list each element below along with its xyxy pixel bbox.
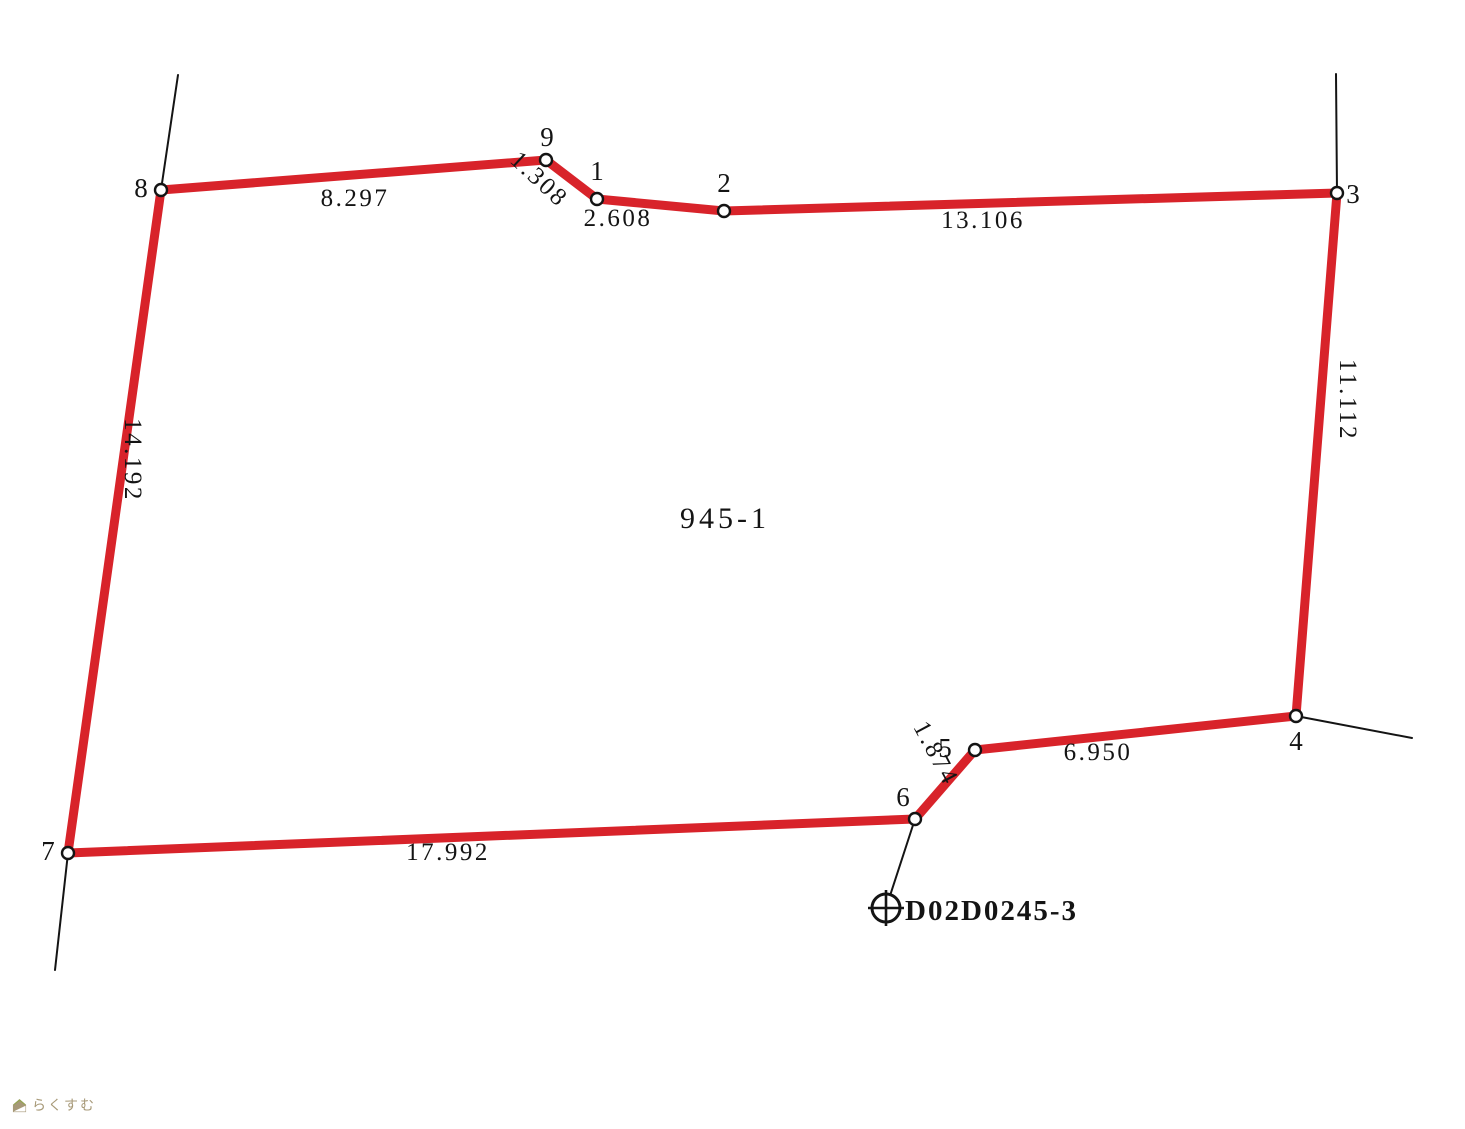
segment-length-1-2: 2.608	[584, 205, 653, 232]
point-label-3: 3	[1346, 179, 1360, 209]
survey-point-1[interactable]	[589, 191, 605, 207]
segment-length-4-5: 6.950	[1064, 739, 1133, 766]
survey-point-4[interactable]	[1288, 708, 1304, 724]
survey-point-5[interactable]	[967, 742, 983, 758]
parcel-boundary-group	[63, 155, 1342, 858]
ref-line-point-8	[160, 74, 179, 191]
benchmark-marker-group	[868, 890, 904, 926]
watermark: らくすむ	[12, 1098, 96, 1113]
survey-point-6[interactable]	[907, 811, 923, 827]
survey-point-9[interactable]	[538, 152, 554, 168]
point-label-1: 1	[590, 156, 604, 186]
boundary-segment-3-4	[1291, 188, 1342, 721]
boundary-segment-7-8	[63, 185, 166, 858]
survey-point-8[interactable]	[153, 182, 169, 198]
boundary-segment-1-2	[592, 194, 729, 216]
point-label-7: 7	[41, 836, 55, 866]
segment-length-2-3: 13.106	[941, 207, 1025, 234]
point-label-8: 8	[134, 173, 148, 203]
watermark-text: らくすむ	[32, 1097, 96, 1114]
survey-point-3[interactable]	[1329, 185, 1345, 201]
segment-length-3-4: 11.112	[1334, 359, 1361, 441]
point-label-5: 5	[938, 733, 952, 763]
house-logo-icon	[12, 1099, 27, 1113]
parcel-number-label: 945-1	[680, 502, 770, 535]
boundary-segment-8-9	[156, 155, 551, 195]
survey-point-7[interactable]	[60, 845, 76, 861]
point-label-2: 2	[717, 168, 731, 198]
segment-length-7-8: 14.192	[119, 418, 146, 502]
segment-length-8-9: 8.297	[321, 185, 390, 212]
segment-length-5-6: 1.874	[908, 717, 964, 790]
survey-points-group	[60, 152, 1345, 861]
ref-line-point-3	[1335, 73, 1338, 194]
survey-point-2[interactable]	[716, 203, 732, 219]
ref-line-point-7	[54, 852, 69, 971]
point-label-9: 9	[540, 122, 554, 152]
ref-line-point-4	[1295, 715, 1413, 739]
segment-length-6-7: 17.992	[406, 839, 490, 866]
boundary-segment-6-7	[63, 814, 920, 858]
ref-line-benchmark	[885, 818, 916, 909]
boundary-segment-2-3	[719, 188, 1342, 216]
boundary-segment-9-1	[541, 155, 602, 204]
boundary-segment-4-5	[970, 711, 1301, 755]
reference-lines-group	[54, 73, 1413, 971]
point-label-4: 4	[1289, 726, 1303, 756]
point-label-6: 6	[896, 782, 910, 812]
boundary-segment-5-6	[910, 745, 980, 824]
benchmark-label: D02D0245-3	[905, 895, 1078, 927]
